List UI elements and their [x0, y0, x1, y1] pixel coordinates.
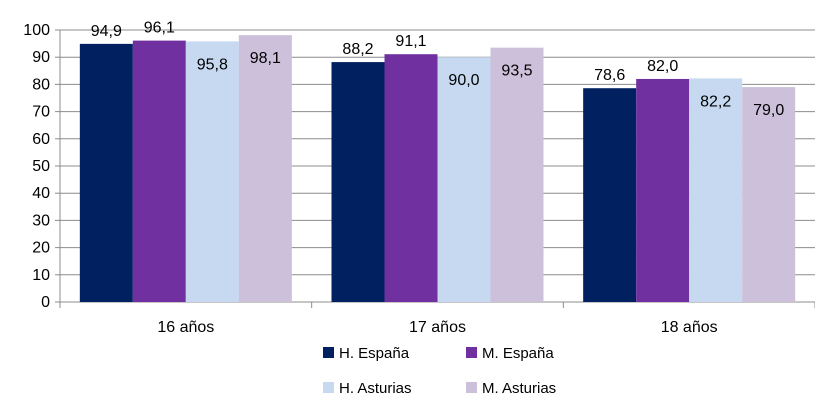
y-tick-label: 30: [32, 212, 50, 229]
bar: [490, 47, 544, 303]
bar: [742, 87, 796, 303]
y-tick-label: 50: [32, 158, 50, 175]
y-tick-label: 90: [32, 49, 50, 66]
data-label: 96,1: [144, 20, 175, 37]
y-tick-label: 80: [32, 76, 50, 93]
data-label: 82,0: [647, 58, 678, 75]
data-label: 90,0: [448, 72, 479, 89]
y-tick-label: 0: [41, 294, 50, 311]
bar: [437, 57, 491, 303]
y-tick-label: 70: [32, 104, 50, 121]
data-label: 91,1: [395, 33, 426, 50]
legend-swatch: [323, 382, 334, 393]
y-tick-label: 10: [32, 267, 50, 284]
y-tick-label: 40: [32, 185, 50, 202]
data-label: 93,5: [501, 63, 532, 80]
bar: [689, 78, 743, 302]
data-label: 98,1: [250, 50, 281, 67]
data-label: 95,8: [197, 56, 228, 73]
legend-label: M. Asturias: [482, 380, 556, 397]
data-label: 94,9: [91, 23, 122, 40]
x-category-label: 16 años: [157, 319, 214, 336]
bar: [384, 54, 438, 302]
bar: [185, 41, 239, 302]
data-label: 79,0: [753, 102, 784, 119]
x-category-label: 18 años: [661, 319, 718, 336]
legend-label: H. España: [339, 345, 410, 362]
legend-swatch: [323, 347, 334, 358]
x-category-label: 17 años: [409, 319, 466, 336]
y-tick-label: 60: [32, 131, 50, 148]
data-label: 88,2: [342, 41, 373, 58]
bar: [132, 40, 186, 302]
data-label: 82,2: [700, 93, 731, 110]
y-tick-label: 20: [32, 240, 50, 257]
y-tick-label: 100: [23, 22, 50, 39]
legend-label: M. España: [482, 345, 554, 362]
bar: [636, 78, 690, 303]
legend-label: H. Asturias: [339, 380, 412, 397]
legend-swatch: [466, 382, 477, 393]
bar: [79, 43, 133, 302]
bar: [238, 35, 292, 302]
data-label: 78,6: [594, 67, 625, 84]
bar: [583, 88, 637, 302]
legend-swatch: [466, 347, 477, 358]
bar: [331, 62, 385, 302]
